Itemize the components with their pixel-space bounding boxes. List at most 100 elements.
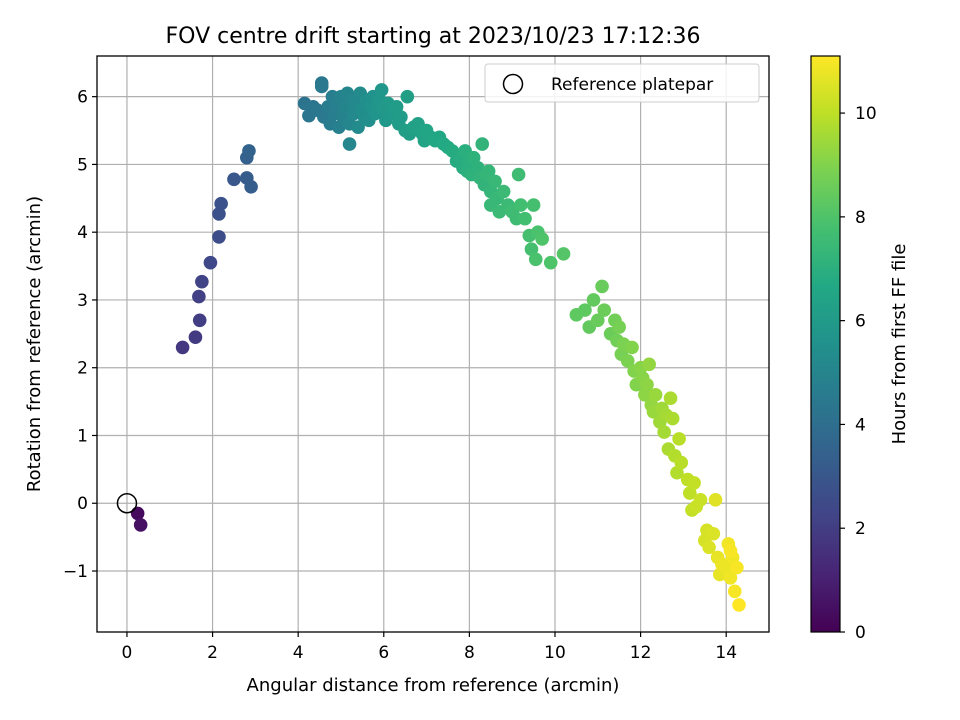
scatter-point [708, 493, 723, 507]
scatter-point [723, 543, 738, 558]
scatter-point [597, 303, 612, 317]
grid [97, 56, 769, 632]
scatter-point [590, 313, 605, 328]
scatter-point [214, 196, 228, 211]
chart-title: FOV centre drift starting at 2023/10/23 … [166, 24, 701, 49]
scatter-point [212, 230, 226, 244]
scatter-point [723, 570, 738, 585]
y-tick-label: 5 [77, 155, 88, 175]
scatter-point [638, 388, 652, 402]
x-tick-label: 12 [630, 643, 652, 663]
x-tick-label: 0 [122, 643, 133, 663]
legend-label: Reference platepar [551, 75, 713, 95]
y-tick-label: −1 [63, 562, 88, 582]
scatter-point [496, 184, 511, 199]
scatter-point [314, 79, 329, 94]
scatter-point [342, 137, 357, 151]
colorbar-tick-label: 2 [855, 519, 866, 539]
scatter-point [670, 465, 684, 480]
x-tick-label: 2 [207, 643, 218, 663]
scatter-point [133, 518, 148, 532]
scatter-point [657, 425, 671, 439]
scatter-point [481, 164, 496, 178]
y-tick-label: 1 [77, 426, 88, 446]
scatter-point [192, 289, 206, 304]
scatter-point [175, 340, 190, 355]
colorbar-tick-label: 8 [855, 208, 866, 228]
y-tick-label: 3 [77, 291, 88, 311]
scatter-point [188, 330, 203, 345]
scatter-point [625, 340, 639, 355]
scatter-point [466, 150, 481, 165]
colorbar-ticks: 0 2 4 6 8 10 [840, 104, 877, 643]
scatter-point [351, 120, 365, 134]
axes-frame [96, 55, 770, 633]
scatter-point [192, 313, 207, 328]
scatter-point [244, 179, 258, 194]
colorbar-label: Hours from first FF file [889, 244, 910, 445]
scatter-point [612, 320, 626, 334]
y-tick-label: 2 [77, 359, 88, 379]
x-tick-label: 4 [293, 643, 304, 663]
y-tick-label: 4 [77, 223, 88, 243]
scatter-point [212, 207, 226, 221]
reference-platepar-marker [116, 492, 138, 514]
x-tick-label: 6 [378, 643, 389, 663]
scatter-point [595, 279, 609, 294]
scatter-point [543, 255, 558, 270]
colorbar-tick-label: 10 [855, 104, 877, 124]
x-tick-label: 8 [464, 643, 475, 663]
scatter-point [195, 274, 209, 289]
scatter-point [242, 144, 256, 158]
colorbar [810, 55, 841, 633]
scatter-point [513, 198, 528, 212]
y-axis-ticks: −1 0 1 2 3 4 5 6 [63, 88, 97, 582]
scatter-point [488, 174, 502, 189]
scatter-point [672, 432, 686, 446]
scatter-point [524, 242, 539, 256]
x-tick-label: 10 [544, 643, 566, 663]
scatter-point [400, 89, 415, 104]
scatter-points [130, 76, 746, 612]
scatter-point [693, 493, 708, 507]
scatter-point [727, 584, 742, 599]
scatter-point [674, 455, 689, 470]
y-tick-label: 0 [77, 494, 88, 514]
x-axis-label: Angular distance from reference (arcmin) [247, 675, 620, 696]
scatter-point [475, 137, 490, 151]
scatter-point [702, 540, 716, 555]
y-tick-label: 6 [77, 88, 88, 108]
colorbar-tick-label: 6 [855, 312, 866, 332]
scatter-point [642, 357, 656, 372]
x-tick-label: 14 [715, 643, 737, 663]
scatter-point [389, 100, 404, 114]
colorbar-tick-label: 0 [855, 623, 866, 643]
scatter-point [526, 198, 541, 212]
scatter-point [394, 110, 408, 124]
legend: Reference platepar [484, 63, 760, 103]
scatter-point [687, 476, 701, 490]
x-axis-ticks: 0 2 4 6 8 10 12 14 [122, 632, 737, 663]
scatter-point [665, 411, 680, 426]
reference-marker-group [116, 492, 138, 514]
y-axis-label: Rotation from reference (arcmin) [24, 196, 45, 492]
scatter-point [732, 598, 746, 612]
scatter-point [706, 526, 721, 541]
scatter-point [518, 211, 532, 226]
scatter-point [511, 167, 526, 182]
legend-box [484, 63, 760, 103]
colorbar-tick-label: 4 [855, 415, 866, 435]
scatter-point [332, 120, 346, 134]
scatter-point [648, 388, 663, 402]
scatter-point [586, 293, 601, 307]
scatter-point [203, 255, 218, 270]
scatter-point [719, 560, 733, 575]
scatter-point [578, 303, 592, 317]
scatter-point [730, 560, 744, 575]
scatter-point [528, 252, 543, 267]
scatter-point [663, 391, 678, 406]
scatter-point [556, 247, 571, 261]
scatter-point [535, 232, 549, 246]
scatter-point [227, 172, 241, 187]
